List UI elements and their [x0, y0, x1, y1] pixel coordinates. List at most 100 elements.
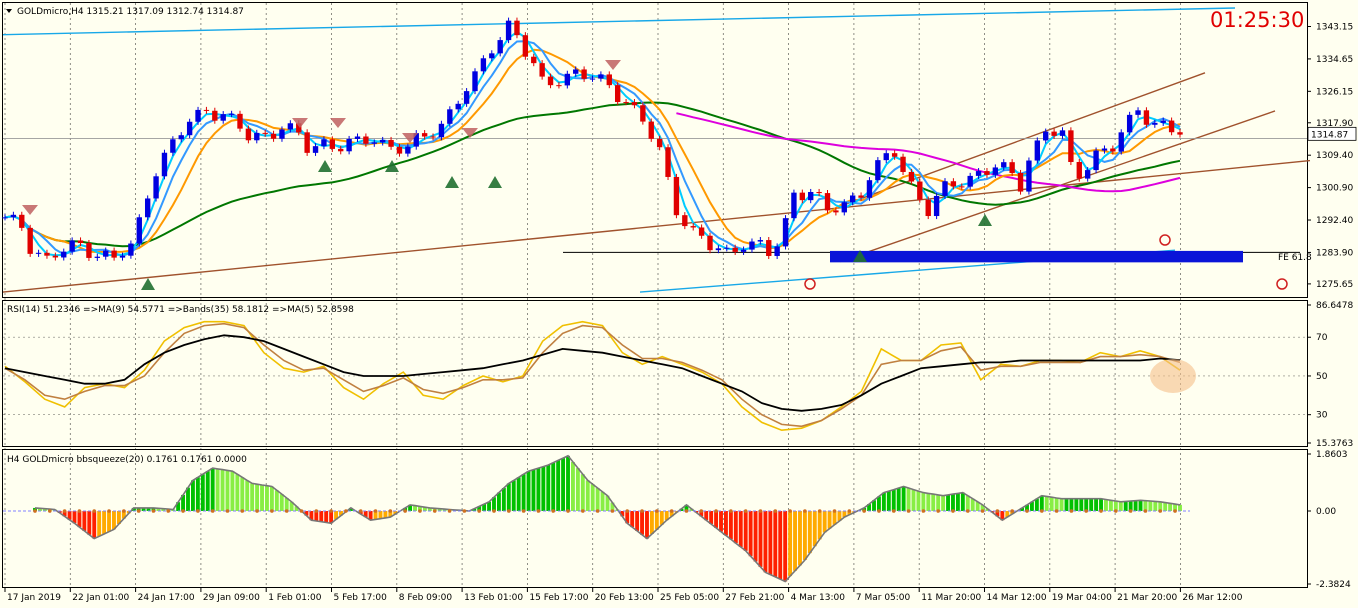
candle-body [161, 152, 168, 177]
time-tick-label: 1 Feb 01:00 [268, 593, 322, 603]
fractal-up-arrow-icon [853, 250, 867, 262]
squeeze-dot [1114, 509, 1118, 513]
squeeze-dot [77, 509, 82, 513]
signal-thumb-icon [1159, 234, 1171, 246]
candle-body [1043, 131, 1049, 141]
candle-body [984, 171, 990, 175]
fractal-down-arrow-icon [402, 133, 418, 143]
squeeze-dot [506, 509, 511, 513]
candle-body [606, 74, 612, 86]
candle-body [673, 176, 680, 216]
squeeze-dot [462, 509, 467, 513]
candle-body [749, 241, 755, 250]
squeeze-dot [773, 509, 778, 513]
candle-body [967, 175, 973, 187]
squeeze-dot [995, 509, 1000, 513]
squeeze-dot [521, 509, 526, 513]
time-tick-label: 8 Feb 09:00 [399, 593, 453, 603]
rsi-series-line [4, 320, 1181, 432]
candle-body [86, 243, 92, 258]
rsi-series-line [4, 322, 1181, 428]
time-axis: 17 Jan 2019 22 Jan 01:00 24 Jan 17:00 29 Ja… [4, 588, 1243, 603]
squeeze-dot [1010, 509, 1014, 513]
squeeze-dot [240, 509, 245, 513]
candle-body [908, 171, 915, 182]
candle-body [354, 136, 361, 139]
fractal-down-arrow-icon [292, 118, 308, 128]
squeeze-tick-label: -2.3824 [1316, 580, 1351, 590]
main-title: GOLDmicro,H4 1315.21 1317.09 1312.74 131… [17, 7, 244, 17]
candle-body [1009, 162, 1015, 173]
last-price-box [1307, 126, 1357, 141]
squeeze-dot [284, 509, 289, 513]
candle-body [421, 133, 428, 137]
candle-body [203, 109, 210, 111]
candle-body [1118, 132, 1124, 152]
squeeze-dot [1128, 509, 1133, 513]
squeeze-dot [1173, 509, 1177, 513]
candle-body [1001, 162, 1007, 168]
candle-body [497, 40, 503, 54]
signal-thumb-icon [1276, 278, 1288, 290]
price-tick-label: 1326.15 [1316, 87, 1353, 97]
candle-body [144, 198, 151, 218]
candle-body [740, 249, 747, 252]
squeeze-dot [210, 509, 215, 513]
squeeze-dot [847, 509, 852, 513]
candle-body [463, 91, 470, 104]
candle-body [849, 195, 856, 203]
squeeze-dot [566, 509, 570, 513]
rsi-series-line [4, 334, 1181, 412]
rsi-highlight [1150, 358, 1196, 393]
candle-body [1059, 130, 1066, 136]
squeeze-dot [181, 509, 185, 513]
candle-body [61, 251, 67, 258]
candle-body [724, 247, 730, 249]
candle-body [103, 250, 109, 257]
fractal-up-arrow-icon [318, 160, 332, 172]
squeeze-dot [255, 509, 259, 513]
time-tick-label: 17 Jan 2019 [7, 593, 61, 603]
candle-body [539, 63, 545, 77]
fractal-down-arrow-icon [330, 118, 346, 128]
candle-body [799, 192, 806, 201]
squeeze-dot [1099, 509, 1103, 513]
candle-body [791, 192, 797, 219]
time-tick-label: 22 Jan 01:00 [72, 593, 129, 603]
squeeze-dot [1054, 509, 1059, 513]
price-tick-label: 1343.15 [1316, 22, 1353, 32]
chart-menu-triangle-icon[interactable] [6, 9, 12, 13]
squeeze-dot [1158, 509, 1163, 513]
candle-body [959, 186, 965, 188]
candle-body [1152, 122, 1158, 125]
squeeze-dot [299, 509, 304, 513]
price-tick-label: 1334.65 [1316, 55, 1353, 65]
candle-body [119, 255, 126, 258]
candle-body [774, 246, 780, 256]
time-tick-label: 7 Mar 05:00 [856, 593, 911, 603]
candle-body [690, 226, 696, 228]
squeeze-dot [906, 509, 911, 513]
candle-body [329, 139, 336, 149]
candle-body [1160, 120, 1166, 123]
price-tick-label: 1317.90 [1316, 119, 1353, 129]
rsi-panel: 86.6478 70 50 30 15.3763 [3, 301, 1353, 449]
candle-body [472, 71, 478, 92]
squeeze-dot [225, 509, 230, 513]
candle-body [27, 227, 33, 254]
candle-body [665, 147, 671, 177]
candle-body [841, 202, 847, 213]
price-tick-label: 1292.40 [1316, 216, 1353, 226]
price-tick-label: 1283.90 [1316, 248, 1353, 258]
squeeze-dot [403, 509, 407, 513]
candle-body [766, 240, 772, 256]
candle-body [128, 243, 134, 256]
candle-body [296, 123, 302, 133]
squeeze-dot [921, 509, 926, 513]
candle-body [1034, 140, 1041, 161]
squeeze-dot [33, 509, 37, 513]
candle-body [94, 256, 101, 258]
time-tick-label: 24 Jan 17:00 [138, 593, 195, 603]
channel-upper-line [2, 7, 1236, 36]
